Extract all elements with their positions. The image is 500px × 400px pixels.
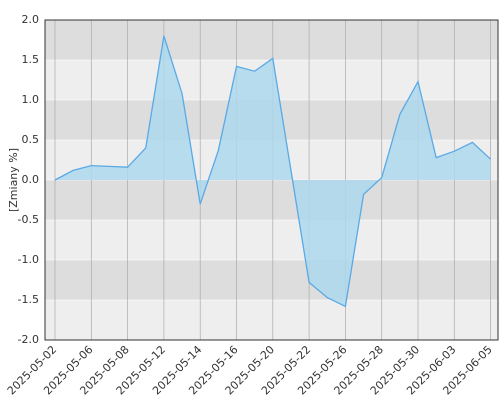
band — [45, 300, 498, 340]
band — [45, 260, 498, 300]
y-tick-label: -1.5 — [18, 293, 39, 306]
y-axis-label: [Zmiany %] — [7, 148, 20, 212]
y-tick-label: 0.0 — [22, 173, 40, 186]
band — [45, 180, 498, 220]
y-tick-label: 1.5 — [22, 53, 40, 66]
y-tick-label: 0.5 — [22, 133, 40, 146]
y-tick-label: -0.5 — [18, 213, 39, 226]
y-tick-label: -2.0 — [18, 333, 39, 346]
y-tick-label: 1.0 — [22, 93, 40, 106]
line — [54, 35, 492, 308]
area — [55, 36, 491, 307]
y-tick-label: 2.0 — [22, 13, 40, 26]
band — [45, 220, 498, 260]
plot-border — [44, 19, 499, 341]
band — [45, 20, 498, 60]
y-tick-label: -1.0 — [18, 253, 39, 266]
